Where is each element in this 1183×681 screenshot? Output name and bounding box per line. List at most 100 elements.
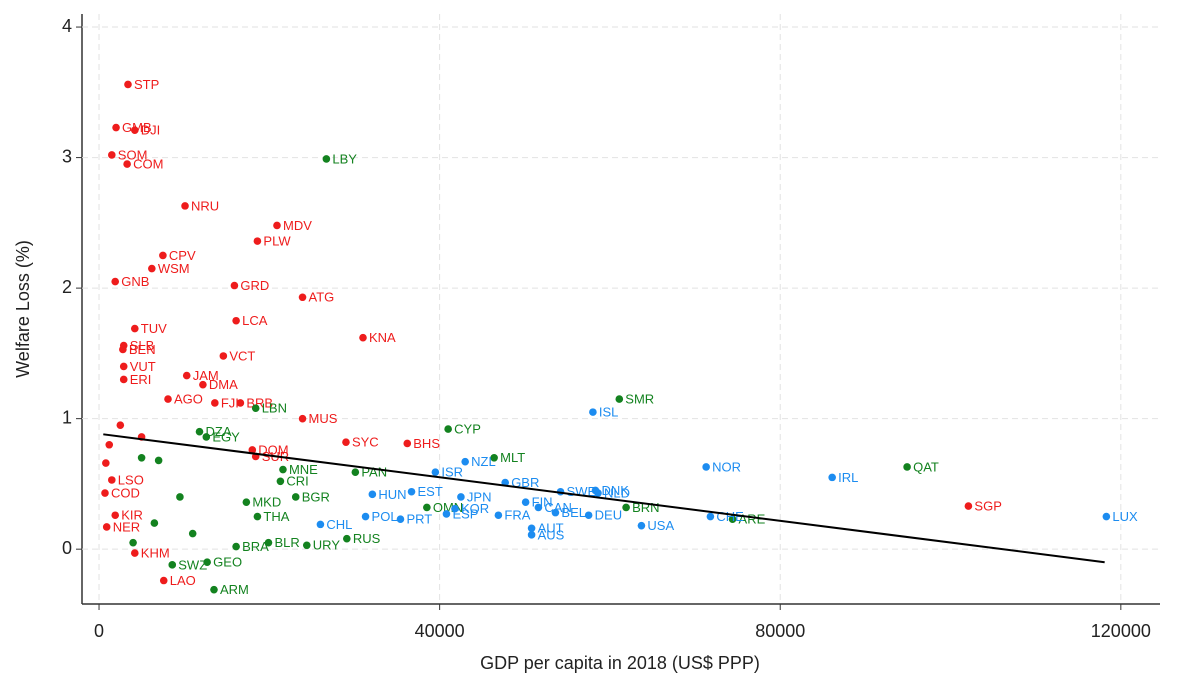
x-tick-label: 80000 — [755, 621, 805, 641]
point — [444, 425, 452, 433]
point — [589, 408, 597, 416]
point — [423, 503, 431, 512]
point-label: TUV — [141, 321, 167, 336]
point-label: CAN — [544, 500, 571, 515]
point — [298, 293, 307, 302]
point-label: ISL — [599, 405, 619, 420]
point-label: LSO — [118, 472, 144, 487]
x-axis-title: GDP per capita in 2018 (US$ PPP) — [480, 653, 760, 673]
point — [181, 202, 189, 210]
point — [164, 395, 172, 403]
point-label: LCA — [242, 313, 268, 328]
point — [130, 126, 139, 134]
point-label: CPV — [169, 248, 196, 263]
point-label: COD — [111, 485, 140, 500]
point — [351, 468, 360, 476]
point-label: AUT — [538, 521, 564, 536]
point — [188, 529, 197, 538]
point — [457, 493, 465, 501]
point-label: MDV — [283, 218, 312, 233]
point — [368, 490, 377, 499]
point-label: FRA — [504, 508, 530, 523]
point — [264, 538, 273, 547]
y-tick-label: 4 — [62, 16, 72, 36]
point — [105, 440, 114, 449]
point — [195, 427, 204, 436]
point-label: HUN — [378, 487, 406, 502]
point-label: EST — [418, 484, 443, 499]
point-label: SGP — [974, 499, 1001, 514]
point — [361, 512, 370, 521]
point — [706, 512, 715, 521]
point — [253, 512, 262, 521]
point — [108, 151, 116, 159]
point — [302, 541, 311, 550]
point — [159, 251, 167, 260]
point — [637, 521, 646, 530]
point-label: COM — [133, 157, 163, 172]
x-tick-label: 120000 — [1091, 621, 1151, 641]
point-label: LBN — [262, 401, 287, 416]
point-label: SMR — [625, 392, 654, 407]
point-label: AGO — [174, 392, 203, 407]
point-label: DNK — [601, 483, 629, 498]
point — [494, 511, 503, 520]
point-label: BRA — [242, 539, 269, 554]
point — [622, 503, 630, 512]
point-label: STP — [134, 77, 159, 92]
point — [343, 534, 351, 543]
point — [964, 502, 973, 510]
point — [111, 277, 120, 286]
point-label: SOM — [118, 147, 148, 162]
point — [116, 421, 125, 429]
point-label: MLT — [500, 450, 525, 465]
point — [279, 465, 287, 474]
point-label: LUX — [1112, 509, 1138, 524]
point-label: BHS — [413, 436, 440, 451]
point — [442, 510, 451, 518]
point — [119, 362, 128, 371]
point-label: BLR — [274, 535, 299, 550]
point — [903, 463, 911, 471]
point — [594, 489, 602, 497]
point-label: MNE — [289, 462, 318, 477]
point — [316, 520, 325, 529]
y-tick-label: 1 — [62, 407, 72, 427]
point-label: ESP — [452, 506, 478, 521]
x-tick-label: 0 — [94, 621, 104, 641]
point-label: DMA — [209, 377, 238, 392]
point-label: LAO — [170, 573, 196, 588]
point — [403, 439, 412, 448]
point-label: KHM — [141, 546, 170, 561]
point — [202, 433, 211, 441]
point — [276, 477, 285, 486]
y-tick-label: 0 — [62, 538, 72, 558]
point — [359, 333, 367, 342]
point — [396, 515, 405, 523]
point — [322, 155, 331, 163]
point-label: KNA — [369, 330, 396, 345]
point — [728, 515, 737, 523]
point-label: GEO — [213, 555, 242, 570]
point-label: DJI — [141, 123, 161, 138]
point — [702, 463, 710, 471]
point-label: GBR — [511, 475, 539, 490]
point — [130, 324, 139, 333]
point-label: DZA — [206, 424, 232, 439]
point-label: KIR — [121, 508, 143, 523]
point — [521, 498, 530, 506]
point — [102, 459, 110, 467]
point-label: MUS — [309, 411, 338, 426]
fit-line — [103, 433, 1105, 564]
point — [102, 523, 111, 531]
point — [130, 549, 139, 557]
point — [253, 237, 262, 245]
point — [232, 316, 240, 325]
point-label: THA — [263, 509, 289, 524]
point-label: VCT — [229, 348, 255, 363]
point — [101, 489, 109, 497]
point — [461, 457, 469, 466]
point-label: SYC — [352, 435, 379, 450]
point-label: DOM — [258, 442, 288, 457]
point-label: KOR — [461, 501, 489, 516]
